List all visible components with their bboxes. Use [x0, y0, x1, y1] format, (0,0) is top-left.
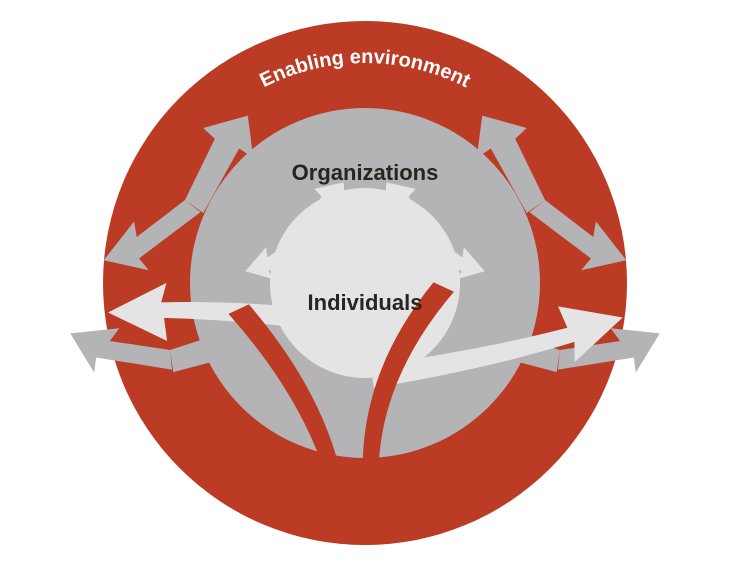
label-middle: Organizations [292, 160, 439, 185]
label-inner: Individuals [308, 290, 423, 315]
ring-inner [270, 188, 460, 378]
